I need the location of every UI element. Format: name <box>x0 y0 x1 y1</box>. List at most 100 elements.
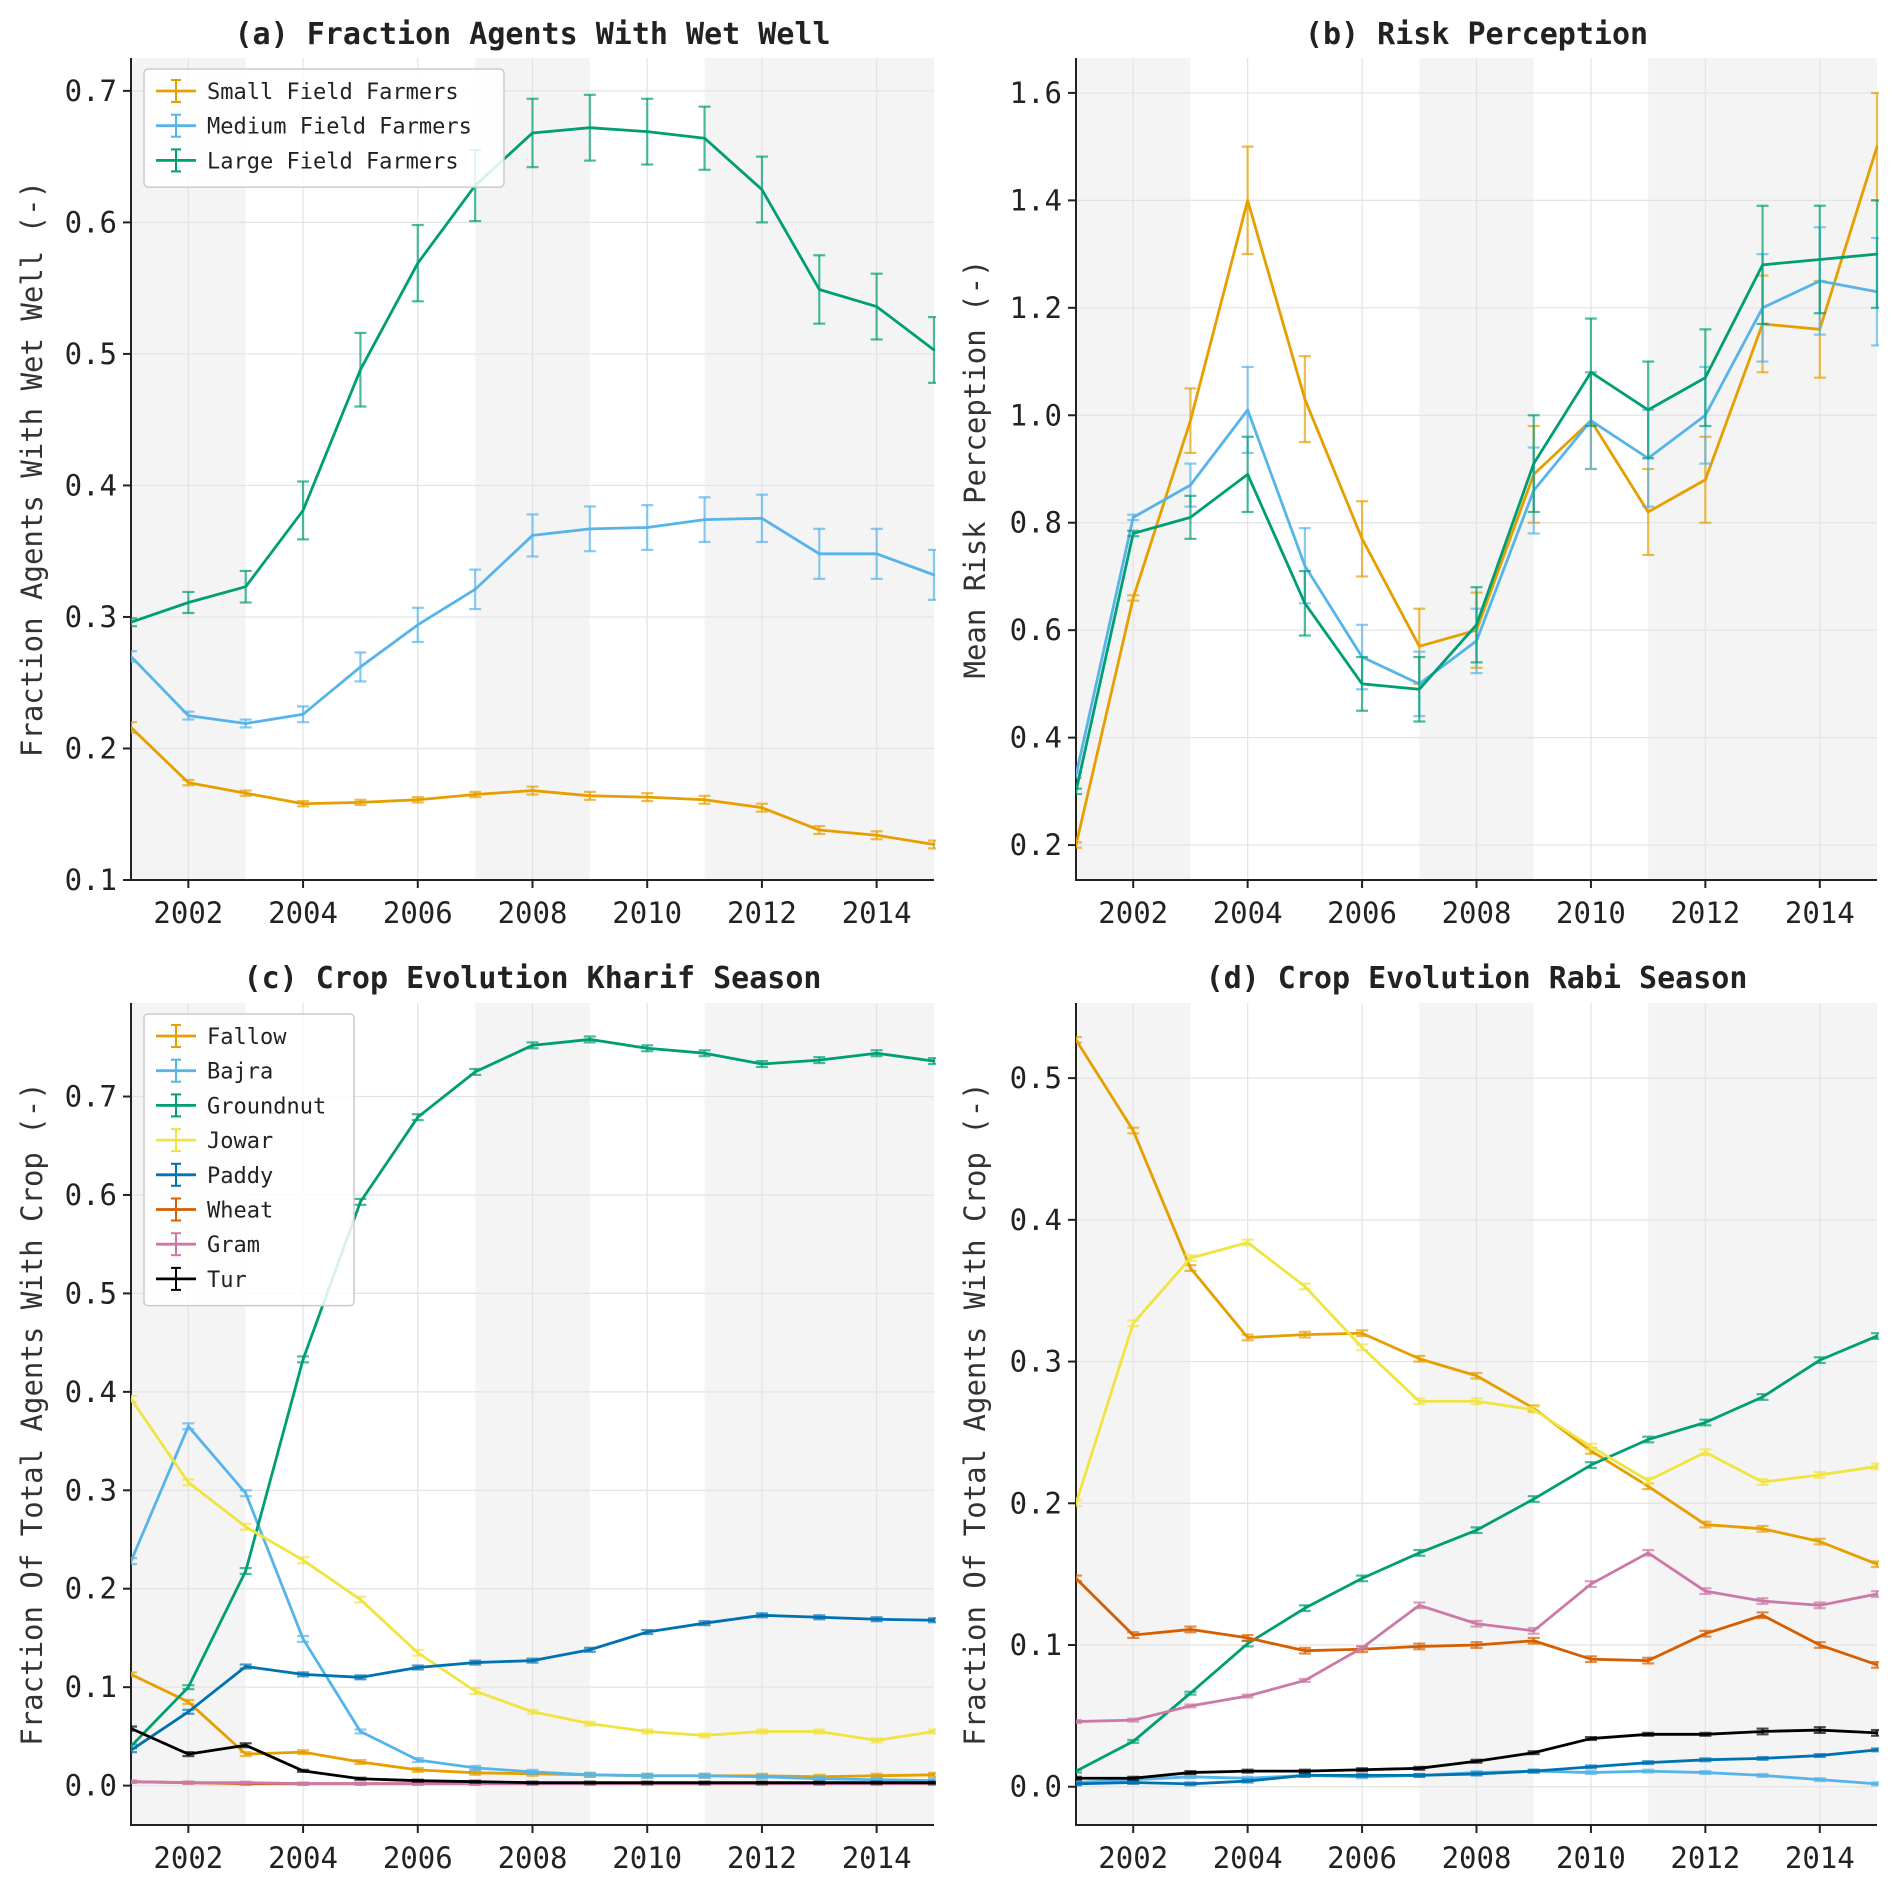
data-point <box>1132 596 1135 600</box>
data-point <box>1360 537 1364 541</box>
data-point <box>244 722 247 725</box>
data-point <box>1418 1604 1421 1607</box>
data-point <box>301 1782 305 1785</box>
legend: Small Field Farmers Medium Field Farmers L… <box>143 68 505 188</box>
data-point <box>1704 1733 1707 1736</box>
data-point <box>818 828 821 832</box>
data-point <box>1076 1502 1078 1505</box>
data-point <box>760 1062 764 1066</box>
y-tick-label: 0.1 <box>65 1670 117 1704</box>
x-tick-label: 2006 <box>1327 896 1397 930</box>
data-point <box>1875 1334 1879 1338</box>
data-point <box>760 1781 764 1784</box>
data-point <box>301 802 305 805</box>
legend-label: Jowar <box>207 1129 273 1154</box>
data-point <box>1589 371 1593 374</box>
data-point <box>932 1059 936 1063</box>
data-point <box>531 534 534 537</box>
data-point <box>244 791 247 795</box>
data-point <box>588 794 592 798</box>
data-point <box>875 834 878 837</box>
data-point <box>531 1044 534 1047</box>
data-point <box>1246 1241 1249 1244</box>
data-point <box>359 801 362 804</box>
chart-title: (a) Fraction Agents With Wet Well <box>234 17 830 52</box>
data-point <box>703 137 706 140</box>
legend-label: Large Field Farmers <box>207 149 459 174</box>
x-tick-label: 2014 <box>842 896 912 930</box>
data-point <box>932 1730 936 1733</box>
data-point <box>359 368 362 371</box>
data-point <box>1761 1730 1764 1733</box>
data-point <box>1360 1774 1364 1777</box>
x-tick-label: 2008 <box>498 1841 568 1875</box>
data-point <box>1303 1679 1307 1682</box>
data-point <box>416 1651 419 1654</box>
data-point <box>1475 1622 1478 1625</box>
data-point <box>301 1673 305 1676</box>
data-point <box>1246 1336 1249 1339</box>
legend-label: Groundnut <box>207 1094 326 1119</box>
x-tick-label: 2012 <box>727 1841 797 1875</box>
data-point <box>1761 1757 1764 1760</box>
data-point <box>760 806 764 809</box>
series-large-field-farmers <box>131 93 936 628</box>
shaded-period <box>1648 58 1877 880</box>
data-point <box>1704 1421 1707 1424</box>
data-point <box>473 1771 477 1775</box>
data-point <box>1589 1737 1593 1740</box>
y-tick-label: 0.1 <box>65 863 117 897</box>
x-tick-label: 2012 <box>727 896 797 930</box>
data-point <box>1246 408 1249 412</box>
data-point <box>301 509 305 512</box>
y-axis-label: Fraction Of Total Agents With Crop (-) <box>15 1082 49 1745</box>
data-point <box>1532 1408 1535 1411</box>
data-point <box>1761 1599 1764 1603</box>
x-tick-label: 2004 <box>268 1841 338 1875</box>
data-point <box>1246 1769 1249 1773</box>
data-point <box>1761 1395 1764 1399</box>
series-jowar <box>131 1394 936 1744</box>
data-point <box>1532 1751 1535 1754</box>
data-point <box>646 1630 649 1634</box>
data-point <box>1132 1718 1135 1722</box>
data-point <box>875 1618 878 1621</box>
y-tick-label: 1.2 <box>1010 291 1062 325</box>
data-point <box>187 1752 190 1756</box>
data-point <box>1360 1346 1364 1349</box>
data-point <box>818 1777 821 1780</box>
data-point <box>1532 1629 1535 1633</box>
data-point <box>1532 462 1535 465</box>
x-tick-label: 2006 <box>383 1841 453 1875</box>
data-point <box>301 1637 305 1641</box>
data-point <box>1589 1582 1593 1586</box>
series-wheat <box>1076 1574 1879 1669</box>
data-point <box>1132 1322 1135 1325</box>
data-point <box>703 798 706 801</box>
data-point <box>1704 1589 1707 1593</box>
data-point <box>131 1397 133 1400</box>
data-point <box>588 1648 592 1651</box>
data-point <box>1132 532 1135 535</box>
x-tick-label: 2010 <box>1556 896 1626 930</box>
data-point <box>875 1739 878 1742</box>
data-point <box>1418 1400 1421 1403</box>
data-point <box>1246 1642 1249 1645</box>
data-point <box>703 1621 706 1625</box>
data-point <box>1818 1643 1821 1647</box>
data-point <box>131 1727 133 1730</box>
series-tur <box>131 1725 936 1785</box>
data-point <box>1132 1129 1135 1132</box>
series-large-field-farmers <box>1076 199 1879 796</box>
chart-title: (b) Risk Perception <box>1305 17 1648 52</box>
data-point <box>818 1616 821 1619</box>
data-point <box>1475 623 1478 627</box>
data-point <box>1418 1357 1421 1360</box>
data-point <box>1475 1643 1478 1647</box>
data-point <box>875 1781 878 1784</box>
y-tick-label: 0.4 <box>1010 1203 1062 1237</box>
data-point <box>1818 1604 1821 1607</box>
series-jowar <box>1076 1238 1879 1508</box>
legend-label: Fallow <box>207 1025 287 1050</box>
data-point <box>1303 1769 1307 1773</box>
